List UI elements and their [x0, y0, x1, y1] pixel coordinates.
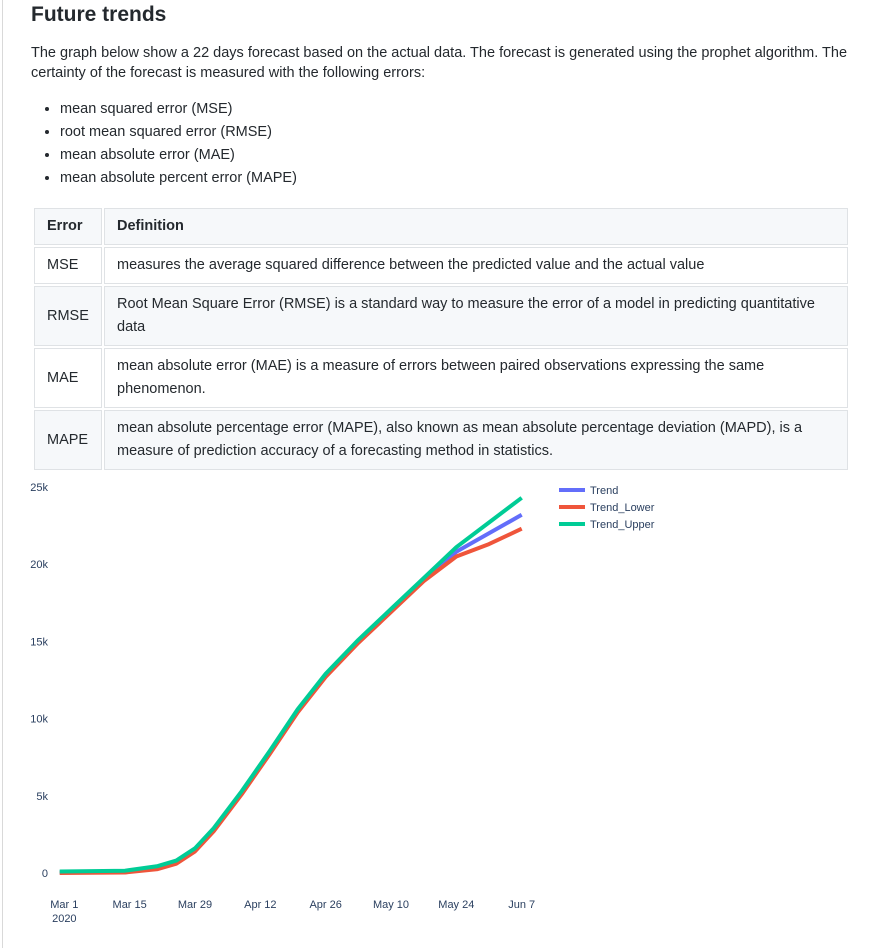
y-tick-label: 15k: [30, 636, 48, 648]
y-tick-label: 10k: [30, 714, 48, 726]
series-line-trend_lower: [59, 526, 523, 875]
series-line-trend_upper: [59, 496, 523, 874]
error-table: Error Definition MSE measures the averag…: [32, 206, 850, 472]
x-axis-ticks: Mar 1 2020 Mar 15 Mar 29 Apr 12 Apr 26 May 10 M…: [50, 899, 535, 925]
x-tick-label: Apr 12: [244, 899, 276, 911]
cell-error: MAE: [34, 348, 102, 408]
x-tick-label: Jun 7: [508, 899, 535, 911]
cell-error: MAPE: [34, 410, 102, 470]
y-tick-label: 0: [42, 868, 48, 880]
cell-definition: Root Mean Square Error (RMSE) is a stand…: [104, 286, 848, 346]
list-item: root mean squared error (RMSE): [60, 121, 297, 144]
left-border: [2, 0, 3, 948]
legend-item-trend[interactable]: Trend: [590, 485, 618, 497]
y-tick-label: 5k: [36, 791, 48, 803]
y-axis-ticks: 0 5k 10k 15k 20k 25k: [30, 482, 48, 880]
legend-item-trend_lower[interactable]: Trend_Lower: [590, 502, 655, 514]
x-tick-label: Mar 29: [178, 899, 212, 911]
x-tick-label: Apr 26: [309, 899, 341, 911]
legend-item-trend_upper[interactable]: Trend_Upper: [590, 519, 655, 531]
y-tick-label: 20k: [30, 559, 48, 571]
forecast-chart: 0 5k 10k 15k 20k 25k Mar 1 2020 Mar 15 Mar 29 Apr…: [30, 482, 655, 925]
table-row: MSE measures the average squared differe…: [34, 247, 848, 284]
cell-error: MSE: [34, 247, 102, 284]
series-lines: [59, 496, 523, 875]
cell-definition: mean absolute percentage error (MAPE), a…: [104, 410, 848, 470]
error-list: mean squared error (MSE) root mean squar…: [31, 98, 297, 190]
series-line-trend: [59, 513, 523, 875]
table-row: RMSE Root Mean Square Error (RMSE) is a …: [34, 286, 848, 346]
cell-error: RMSE: [34, 286, 102, 346]
table-header-row: Error Definition: [34, 208, 848, 245]
x-tick-label: May 24: [438, 899, 474, 911]
list-item: mean absolute percent error (MAPE): [60, 167, 297, 190]
intro-paragraph: The graph below show a 22 days forecast …: [31, 45, 848, 81]
header-error: Error: [34, 208, 102, 245]
table-row: MAE mean absolute error (MAE) is a measu…: [34, 348, 848, 408]
y-tick-label: 25k: [30, 482, 48, 494]
cell-definition: mean absolute error (MAE) is a measure o…: [104, 348, 848, 408]
legend[interactable]: Trend Trend_Lower Trend_Upper: [559, 485, 655, 531]
section-title: Future trends: [31, 3, 167, 26]
table-row: MAPE mean absolute percentage error (MAP…: [34, 410, 848, 470]
list-item: mean absolute error (MAE): [60, 144, 297, 167]
header-definition: Definition: [104, 208, 848, 245]
list-item: mean squared error (MSE): [60, 98, 297, 121]
x-tick-label: Mar 15: [113, 899, 147, 911]
cell-definition: measures the average squared difference …: [104, 247, 848, 284]
x-tick-label: Mar 1 2020: [50, 899, 78, 925]
x-tick-label: May 10: [373, 899, 409, 911]
